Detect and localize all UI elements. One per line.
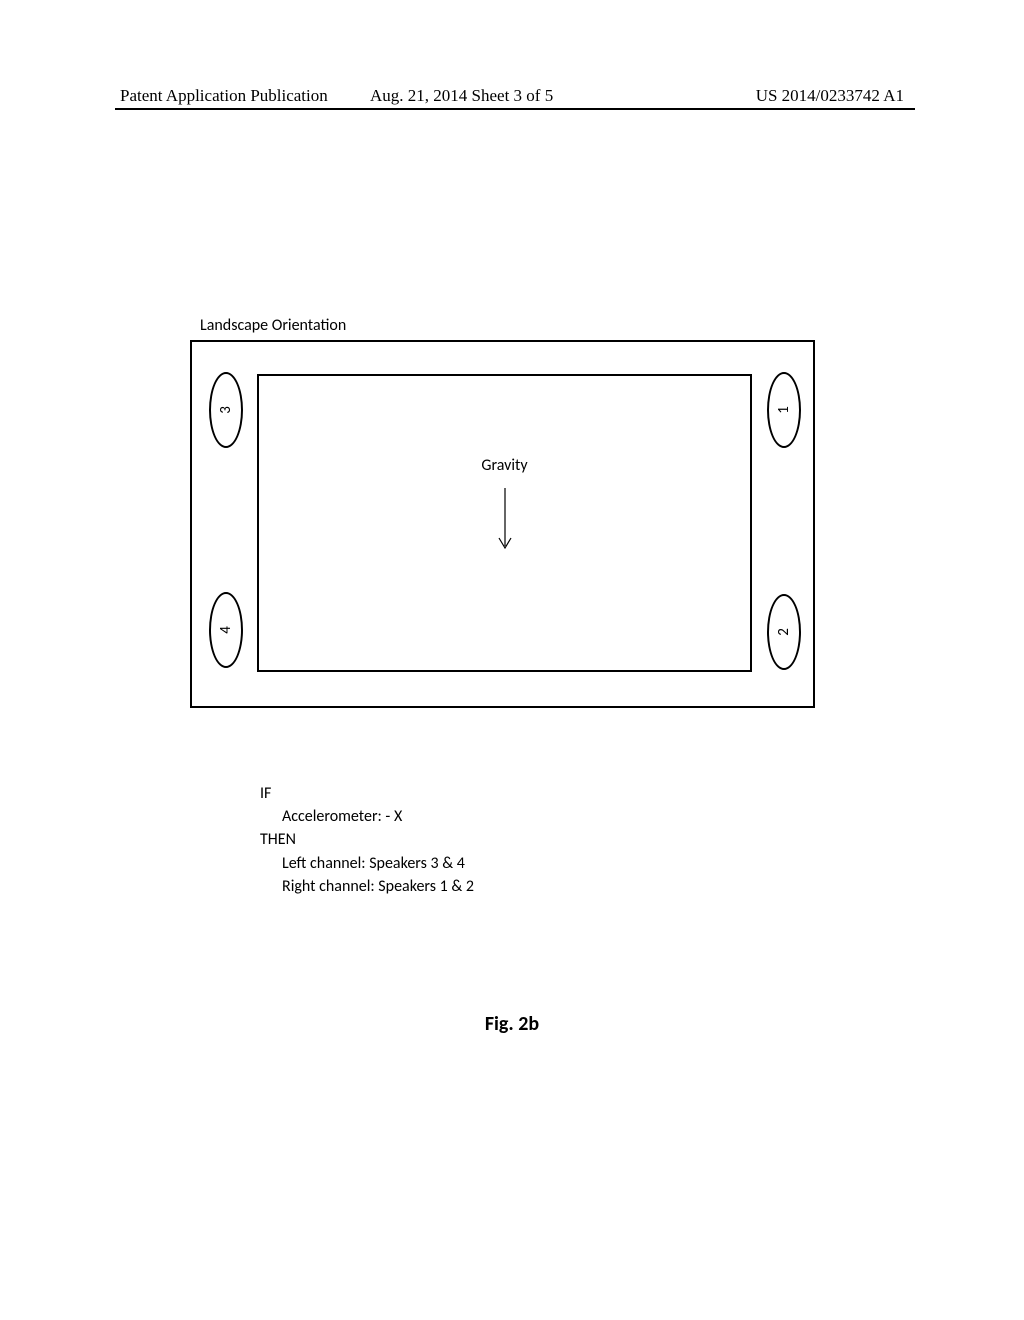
header-left: Patent Application Publication	[120, 86, 328, 106]
header-right: US 2014/0233742 A1	[756, 86, 904, 106]
logic-then: THEN	[260, 828, 474, 851]
device-frame: 3 4 1 2 Gravity	[190, 340, 815, 708]
logic-block: IF Accelerometer: - X THEN Left channel:…	[260, 782, 474, 898]
speaker-4-label: 4	[217, 626, 235, 634]
device-screen: Gravity	[257, 374, 752, 672]
header-middle: Aug. 21, 2014 Sheet 3 of 5	[370, 86, 553, 106]
speaker-3-label: 3	[217, 406, 235, 414]
speaker-2-label: 2	[775, 628, 793, 636]
speaker-2: 2	[767, 594, 801, 670]
speaker-4: 4	[209, 592, 243, 668]
gravity-label: Gravity	[259, 456, 750, 475]
gravity-arrow-icon	[495, 486, 515, 556]
page: Patent Application Publication Aug. 21, …	[0, 0, 1024, 1320]
header-rule	[115, 108, 915, 110]
speaker-1-label: 1	[775, 406, 793, 414]
speaker-3: 3	[209, 372, 243, 448]
speaker-1: 1	[767, 372, 801, 448]
logic-if: IF	[260, 782, 474, 805]
orientation-label: Landscape Orientation	[200, 316, 346, 335]
logic-condition: Accelerometer: - X	[260, 805, 474, 828]
logic-result-left: Left channel: Speakers 3 & 4	[260, 852, 474, 875]
figure-label: Fig. 2b	[0, 1012, 1024, 1036]
logic-result-right: Right channel: Speakers 1 & 2	[260, 875, 474, 898]
